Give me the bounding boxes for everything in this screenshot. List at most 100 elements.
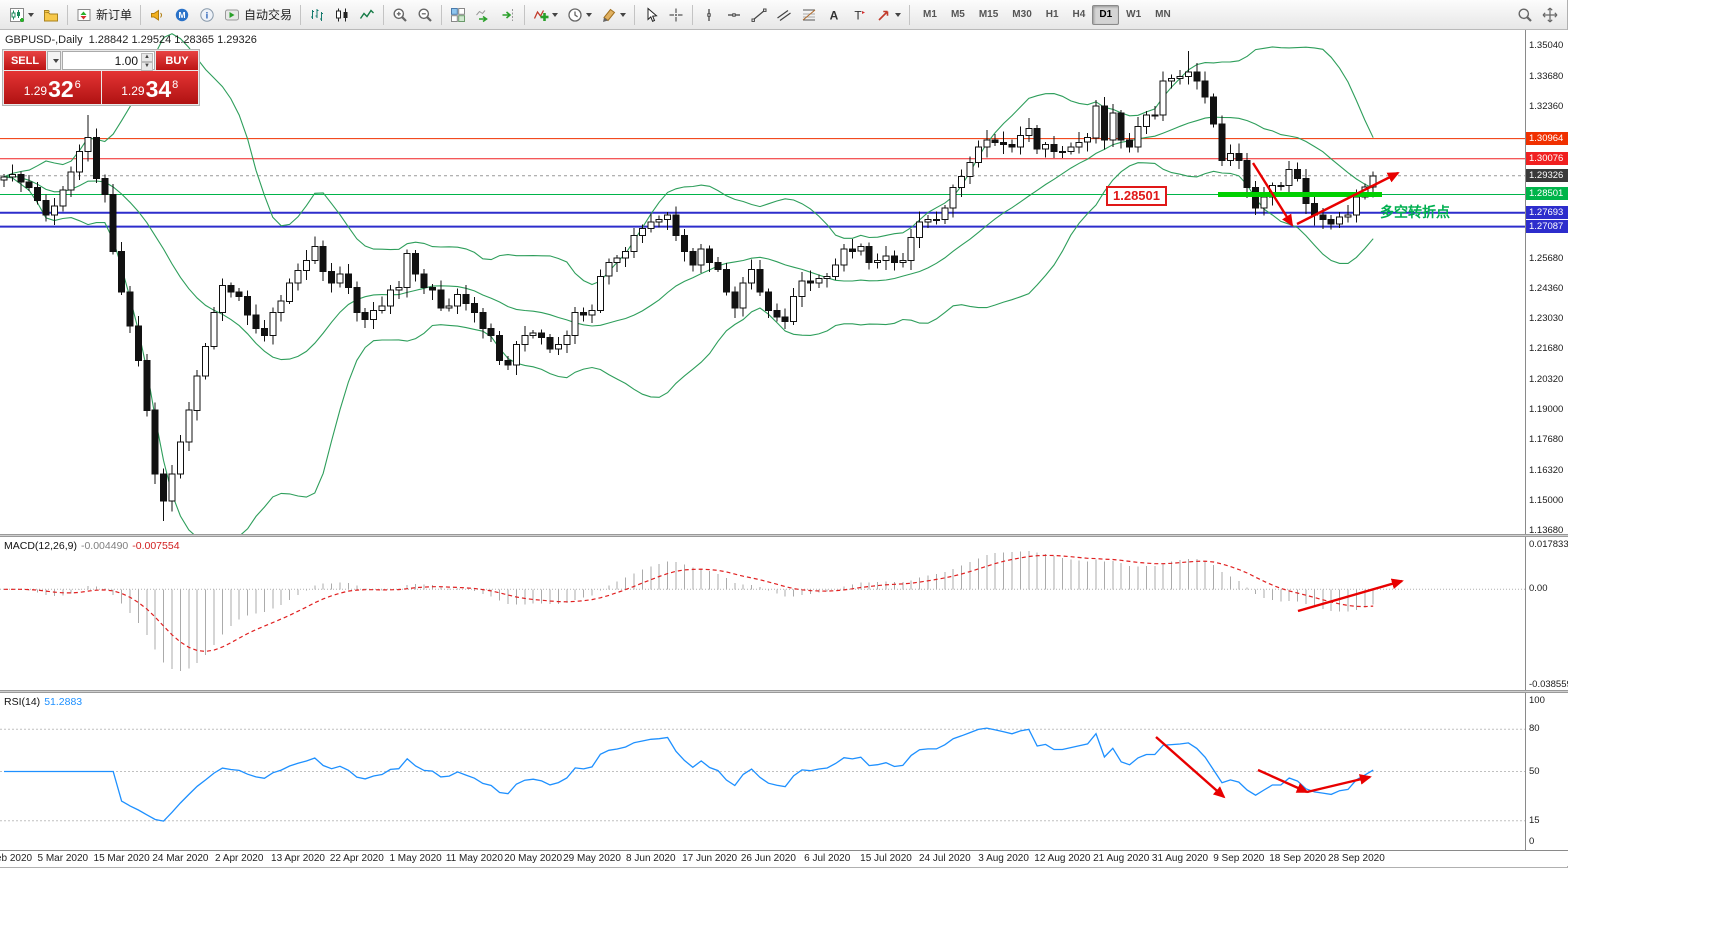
timeframe-h1-button[interactable]: H1 (1045, 9, 1059, 20)
price-callout-object[interactable]: 1.28501 (1106, 186, 1167, 206)
timeframe-w1-button[interactable]: W1 (1126, 9, 1142, 20)
date-label: 26 Jun 2020 (740, 853, 796, 864)
rsi-value: 51.2883 (44, 696, 83, 708)
rsi-name: RSI(14) (4, 696, 41, 708)
sell-button[interactable]: SELL (4, 51, 46, 70)
trendline-icon (751, 8, 767, 22)
profiles-button[interactable] (39, 3, 63, 27)
trendline-button[interactable] (747, 3, 771, 27)
timeframe-d1-button[interactable]: D1 (1092, 4, 1120, 25)
macd-name: MACD(12,26,9) (4, 540, 77, 552)
horizontal-line-button[interactable] (722, 3, 746, 27)
rsi-scale[interactable]: 100 80 50 15 0 (1525, 693, 1568, 850)
symbol-period-label: GBPUSD-,Daily (5, 34, 83, 46)
svg-text:i: i (206, 10, 209, 21)
trend-arrow-object[interactable] (1296, 171, 1400, 226)
help-button[interactable]: i (195, 3, 219, 27)
trend-arrow-object[interactable] (1155, 736, 1226, 799)
chart-shift-button[interactable] (496, 3, 520, 27)
line-chart-button[interactable] (355, 3, 379, 27)
zoom-in-button[interactable] (388, 3, 412, 27)
community-button[interactable]: M (170, 3, 194, 27)
new-chart-button[interactable] (5, 3, 38, 27)
timeframe-h4-button[interactable]: H4 (1072, 9, 1086, 20)
profiles-icon (44, 9, 58, 21)
turning-point-label[interactable]: 多空转折点 (1380, 204, 1450, 220)
periods-button[interactable] (563, 3, 596, 27)
price-tick: -0.038559 (1529, 679, 1568, 690)
trend-arrow-object[interactable] (1297, 578, 1404, 613)
fibonacci-button[interactable] (797, 3, 821, 27)
timeframe-m30-button[interactable]: M30 (1012, 9, 1032, 20)
rsi-indicator-panel[interactable]: RSI(14) 51.2883 100 80 50 15 0 (0, 693, 1568, 850)
pan-icon (1542, 7, 1558, 22)
volume-dropdown-button[interactable] (47, 51, 61, 70)
main-chart-canvas[interactable] (0, 30, 1525, 534)
one-click-trading-panel: SELL 1.00 ▲ ▼ BUY 1.29 32 6 1.29 34 8 (2, 49, 200, 106)
indicators-button[interactable] (529, 3, 562, 27)
trend-arrow-object[interactable] (1251, 162, 1294, 227)
equidistant-channel-button[interactable] (772, 3, 796, 27)
sell-price-button[interactable]: 1.29 32 6 (4, 71, 101, 104)
timeframe-m1-button[interactable]: M1 (923, 9, 937, 20)
news-button[interactable] (145, 3, 169, 27)
text-label-icon: T (854, 8, 866, 22)
vertical-line-button[interactable] (697, 3, 721, 27)
price-tag-label: 1.27087 (1526, 219, 1568, 233)
price-tick: 1.19000 (1529, 404, 1564, 416)
cursor-icon (647, 6, 658, 22)
tile-windows-button[interactable] (446, 3, 470, 27)
date-label: 8 Jun 2020 (626, 853, 676, 864)
date-label: 15 Mar 2020 (93, 853, 150, 864)
chevron-down-icon (620, 12, 627, 17)
search-button[interactable] (1513, 3, 1537, 27)
date-label: 20 May 2020 (504, 853, 563, 864)
timeframe-m5-button[interactable]: M5 (950, 9, 965, 20)
chart-title: GBPUSD-,Daily 1.28842 1.29524 1.28365 1.2… (5, 34, 257, 46)
price-tag-label: 1.30964 (1526, 131, 1568, 145)
macd-canvas[interactable] (0, 537, 1525, 690)
chart-shift-icon (502, 8, 514, 21)
trend-arrow-object[interactable] (1257, 768, 1309, 794)
price-scale[interactable]: 1.35040 1.33680 1.32360 1.25680 1.24360 1.230… (1525, 30, 1568, 534)
periods-icon (568, 7, 582, 22)
macd-indicator-panel[interactable]: MACD(12,26,9) -0.004490 -0.007554 0.017833… (0, 537, 1568, 690)
text-button[interactable]: A (822, 3, 846, 27)
templates-button[interactable] (597, 3, 630, 27)
autotrading-button[interactable]: 自动交易 (220, 3, 296, 27)
new-order-button[interactable]: 新订单 (72, 3, 136, 27)
ask-price-major: 1.29 (121, 84, 145, 98)
text-label-button[interactable]: T (847, 3, 871, 27)
bid-price-major: 1.29 (23, 84, 48, 98)
bars-button[interactable] (305, 3, 329, 27)
zoom-out-button[interactable] (413, 3, 437, 27)
candles-button[interactable] (330, 3, 354, 27)
panel-separator[interactable] (0, 534, 1568, 537)
crosshair-button[interactable] (664, 3, 688, 27)
price-tick: 1.24360 (1529, 282, 1564, 294)
buy-price-button[interactable]: 1.29 34 8 (101, 71, 198, 104)
macd-scale[interactable]: 0.017833 0.00 -0.038559 (1525, 537, 1568, 690)
toolbar-separator (441, 4, 443, 25)
main-chart-panel[interactable]: GBPUSD-,Daily 1.28842 1.29524 1.28365 1.2… (0, 30, 1568, 534)
timeframe-mn-button[interactable]: MN (1155, 9, 1171, 20)
volume-input[interactable]: 1.00 ▲ ▼ (62, 51, 155, 71)
timeframe-m15-button[interactable]: M15 (978, 9, 999, 20)
date-label: 5 Mar 2020 (37, 853, 89, 864)
cursor-button[interactable] (639, 3, 663, 27)
price-tick: 0.00 (1529, 583, 1548, 595)
panel-separator[interactable] (0, 690, 1568, 693)
buy-button[interactable]: BUY (156, 51, 198, 70)
timeframe-group: M1 M5 M15 M30 H1 H4 D1 W1 MN (916, 4, 1178, 25)
auto-scroll-button[interactable] (471, 3, 495, 27)
ohlc-values: 1.28842 1.29524 1.28365 1.29326 (88, 34, 257, 46)
price-tick: 1.23030 (1529, 312, 1564, 324)
arrows-button[interactable] (872, 3, 905, 27)
trend-arrow-object[interactable] (1306, 774, 1372, 794)
volume-decrease-button[interactable]: ▼ (141, 62, 153, 71)
rsi-canvas[interactable] (0, 693, 1525, 850)
volume-increase-button[interactable]: ▲ (141, 53, 153, 62)
pan-button[interactable] (1538, 3, 1562, 27)
